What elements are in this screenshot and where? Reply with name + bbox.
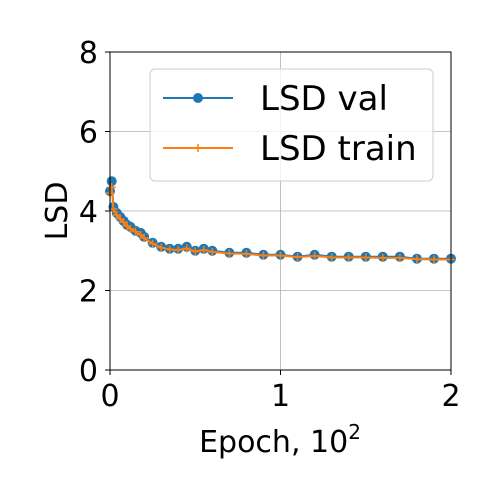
series-1-point (429, 255, 438, 264)
y-tick-label: 2 (79, 275, 98, 310)
legend: LSD val LSD train (149, 68, 434, 182)
series-1-point (378, 253, 387, 262)
y-tick-label: 4 (79, 195, 98, 230)
legend-train-marker (194, 144, 202, 152)
legend-val-marker (193, 93, 203, 103)
series-1-point (148, 239, 157, 248)
series-1-point (140, 234, 149, 243)
series-1-point (165, 245, 174, 254)
series-layer (105, 176, 456, 264)
series-1-point (109, 205, 118, 214)
series-1-point (199, 245, 208, 254)
x-tick-label: 1 (271, 379, 290, 414)
series-1-point (131, 227, 140, 236)
y-tick-label: 6 (79, 116, 98, 151)
series-1-point (208, 247, 217, 256)
x-tick-label: 0 (100, 379, 119, 414)
legend-val-label: LSD val (260, 79, 388, 119)
series-1-point (107, 183, 116, 192)
series-1-point (395, 253, 404, 262)
series-1-point (310, 251, 319, 260)
y-tick-label: 0 (79, 354, 98, 389)
series-1-point (174, 245, 183, 254)
series-1-point (361, 253, 370, 262)
series-1-point (412, 255, 421, 264)
series-1-point (191, 247, 200, 256)
y-tick-label: 8 (79, 36, 98, 71)
legend-train-label: LSD train (260, 129, 417, 169)
x-tick-label: 2 (441, 379, 460, 414)
series-1-point (157, 243, 166, 252)
series-1-point (344, 253, 353, 262)
series-1-point (225, 249, 234, 258)
x-axis-label-exponent: 2 (348, 420, 361, 444)
series-1-point (259, 251, 268, 260)
x-axis-label-text: Epoch, 10 (199, 425, 348, 460)
legend-entry-train: LSD train (163, 129, 417, 169)
series-1-point (327, 253, 336, 262)
y-axis-label: LSD (40, 182, 75, 241)
ticks-layer: 0 1 2 0 2 4 6 8 (79, 36, 461, 414)
series-1-point (242, 249, 251, 258)
series-1-point (293, 253, 302, 262)
series-1-point (126, 224, 135, 233)
series-1-point (182, 244, 191, 253)
series-0-point (106, 176, 117, 187)
x-axis-label: Epoch, 102 (199, 420, 361, 460)
series-1-point (276, 251, 285, 260)
legend-entry-val: LSD val (163, 79, 388, 119)
